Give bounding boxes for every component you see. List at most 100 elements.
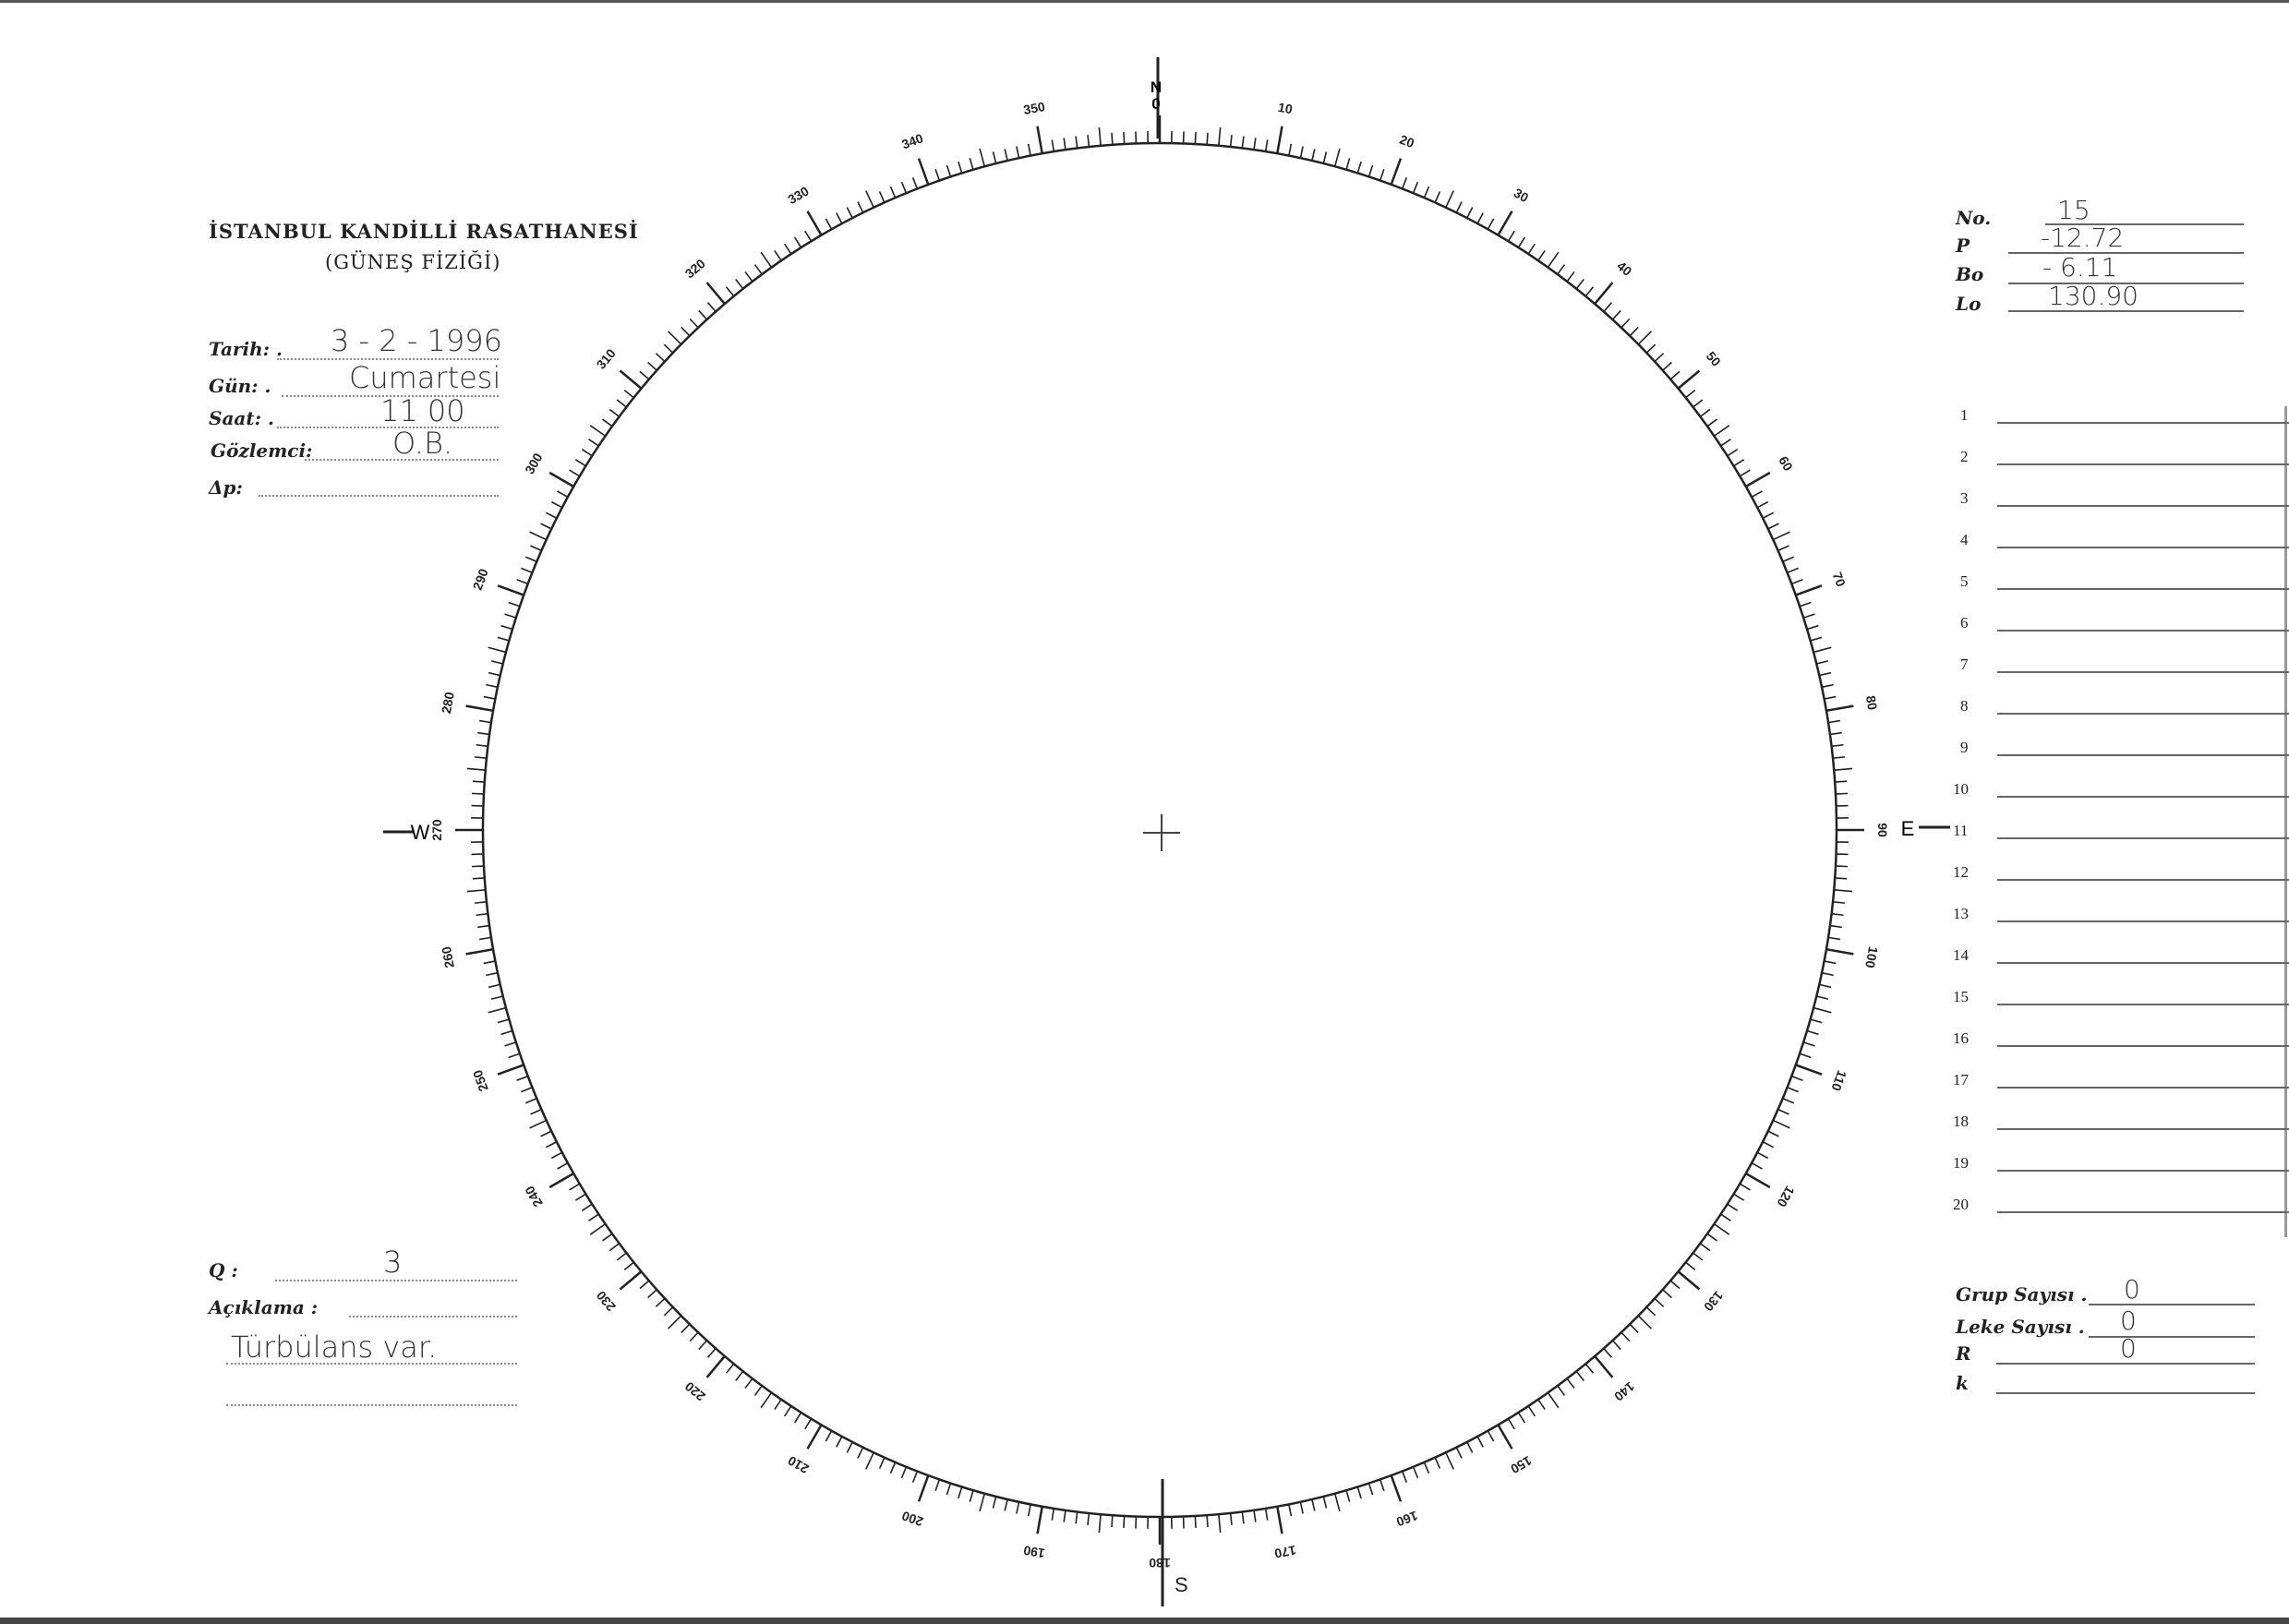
degree-tick [1620,1331,1631,1342]
degree-tick [497,1064,524,1076]
degree-label: 340 [899,130,925,151]
degree-tick [958,1486,963,1499]
row-line[interactable] [1997,505,2289,507]
degree-tick [725,1363,735,1374]
row-line[interactable] [1997,422,2289,424]
degree-tick [1795,584,1823,596]
degree-tick [1434,1457,1441,1469]
field-label-delta-p: Δp: [209,476,243,499]
row-line[interactable] [1997,837,2289,839]
degree-tick [1288,1504,1293,1517]
degree-tick [589,1223,607,1235]
degree-tick [521,567,533,574]
k-label: k [1956,1372,1969,1394]
degree-tick [1782,556,1795,563]
degree-tick [1620,318,1631,329]
degree-tick [619,369,643,390]
row-number: 6 [1960,614,1969,632]
row-line[interactable] [1997,588,2289,590]
degree-tick [969,1489,974,1502]
institution-title: İSTANBUL KANDİLLİ RASATHANESİ [209,220,639,243]
group-count-value[interactable]: 0 [2124,1274,2140,1305]
degree-tick [1777,1108,1789,1115]
ephemeris-value-bo[interactable]: - 6.11 [2042,252,2118,283]
row-line[interactable] [1997,1170,2289,1172]
ephemeris-value-lo[interactable]: 130.90 [2048,281,2138,311]
degree-tick [663,1306,674,1317]
degree-tick [1629,326,1639,337]
row-line[interactable] [1997,962,2289,964]
degree-tick [488,1006,507,1014]
field-value-observer[interactable]: O.B. [392,426,453,461]
degree-tick [479,936,492,941]
center-crosshair [1143,814,1180,851]
degree-tick [1322,1496,1328,1509]
degree-tick [1816,660,1829,665]
degree-tick [1762,1141,1775,1149]
degree-tick [735,278,744,290]
degree-tick [1401,176,1408,189]
row-line[interactable] [1997,1087,2289,1089]
row-line[interactable] [1997,1128,2289,1130]
row-line[interactable] [1997,754,2289,756]
degree-label: 210 [785,1453,811,1477]
row-line[interactable] [1997,1004,2289,1005]
quality-value[interactable]: 3 [383,1245,403,1280]
field-value-day[interactable]: Cumartesi [349,360,501,395]
degree-tick [1476,1436,1484,1448]
row-number: 11 [1953,822,1969,839]
degree-tick [1229,1512,1233,1525]
field-value-time[interactable]: 11 00 [380,393,465,428]
scan-edge-bottom [0,1618,2289,1624]
row-line[interactable] [1997,1045,2289,1047]
row-line[interactable] [1997,463,2289,465]
degree-tick [1819,671,1832,677]
degree-tick [608,1243,620,1252]
degree-tick [1727,1203,1739,1211]
degree-tick [550,1151,563,1160]
r-value[interactable]: 0 [2120,1333,2137,1364]
degree-tick [477,924,490,929]
degree-tick [1537,1399,1546,1411]
row-number: 13 [1953,905,1969,922]
degree-tick [958,161,963,174]
degree-tick [1824,960,1837,965]
degree-tick [794,236,802,248]
ephemeris-value-no[interactable]: 15 [2057,195,2090,225]
degree-tick [1547,1391,1560,1409]
degree-tick [681,1323,691,1334]
row-line[interactable] [1997,796,2289,798]
degree-tick [1645,343,1657,354]
row-line[interactable] [1997,920,2289,922]
degree-label: 80 [1863,694,1880,711]
row-line[interactable] [1997,547,2289,548]
description-value[interactable]: Türbülans var. [231,1329,438,1365]
degree-tick [825,1430,833,1442]
spot-count-value[interactable]: 0 [2120,1305,2137,1336]
ephemeris-value-p[interactable]: -12.72 [2041,223,2125,253]
field-value-date[interactable]: 3 - 2 - 1996 [331,323,502,358]
row-line[interactable] [1997,879,2289,881]
degree-tick [619,1270,643,1291]
degree-tick [465,704,494,713]
row-line[interactable] [1997,671,2289,673]
degree-tick [1799,1053,1812,1059]
degree-tick [1829,731,1842,736]
row-line[interactable] [1997,1211,2289,1213]
degree-tick [1412,1466,1419,1479]
degree-tick [545,1141,558,1149]
degree-tick [1751,490,1763,499]
degree-tick [488,671,500,677]
row-line[interactable] [1997,713,2289,715]
degree-tick [1637,331,1653,345]
degree-tick [497,1018,510,1024]
degree-tick [1390,158,1403,186]
degree-tick [602,418,613,427]
degree-tick [1829,924,1842,929]
degree-tick [521,1086,533,1093]
degree-tick [500,624,513,631]
field-label-time: Saat: . [209,407,274,429]
degree-tick [774,1399,782,1411]
row-line[interactable] [1997,630,2289,632]
row-number: 4 [1960,531,1969,548]
